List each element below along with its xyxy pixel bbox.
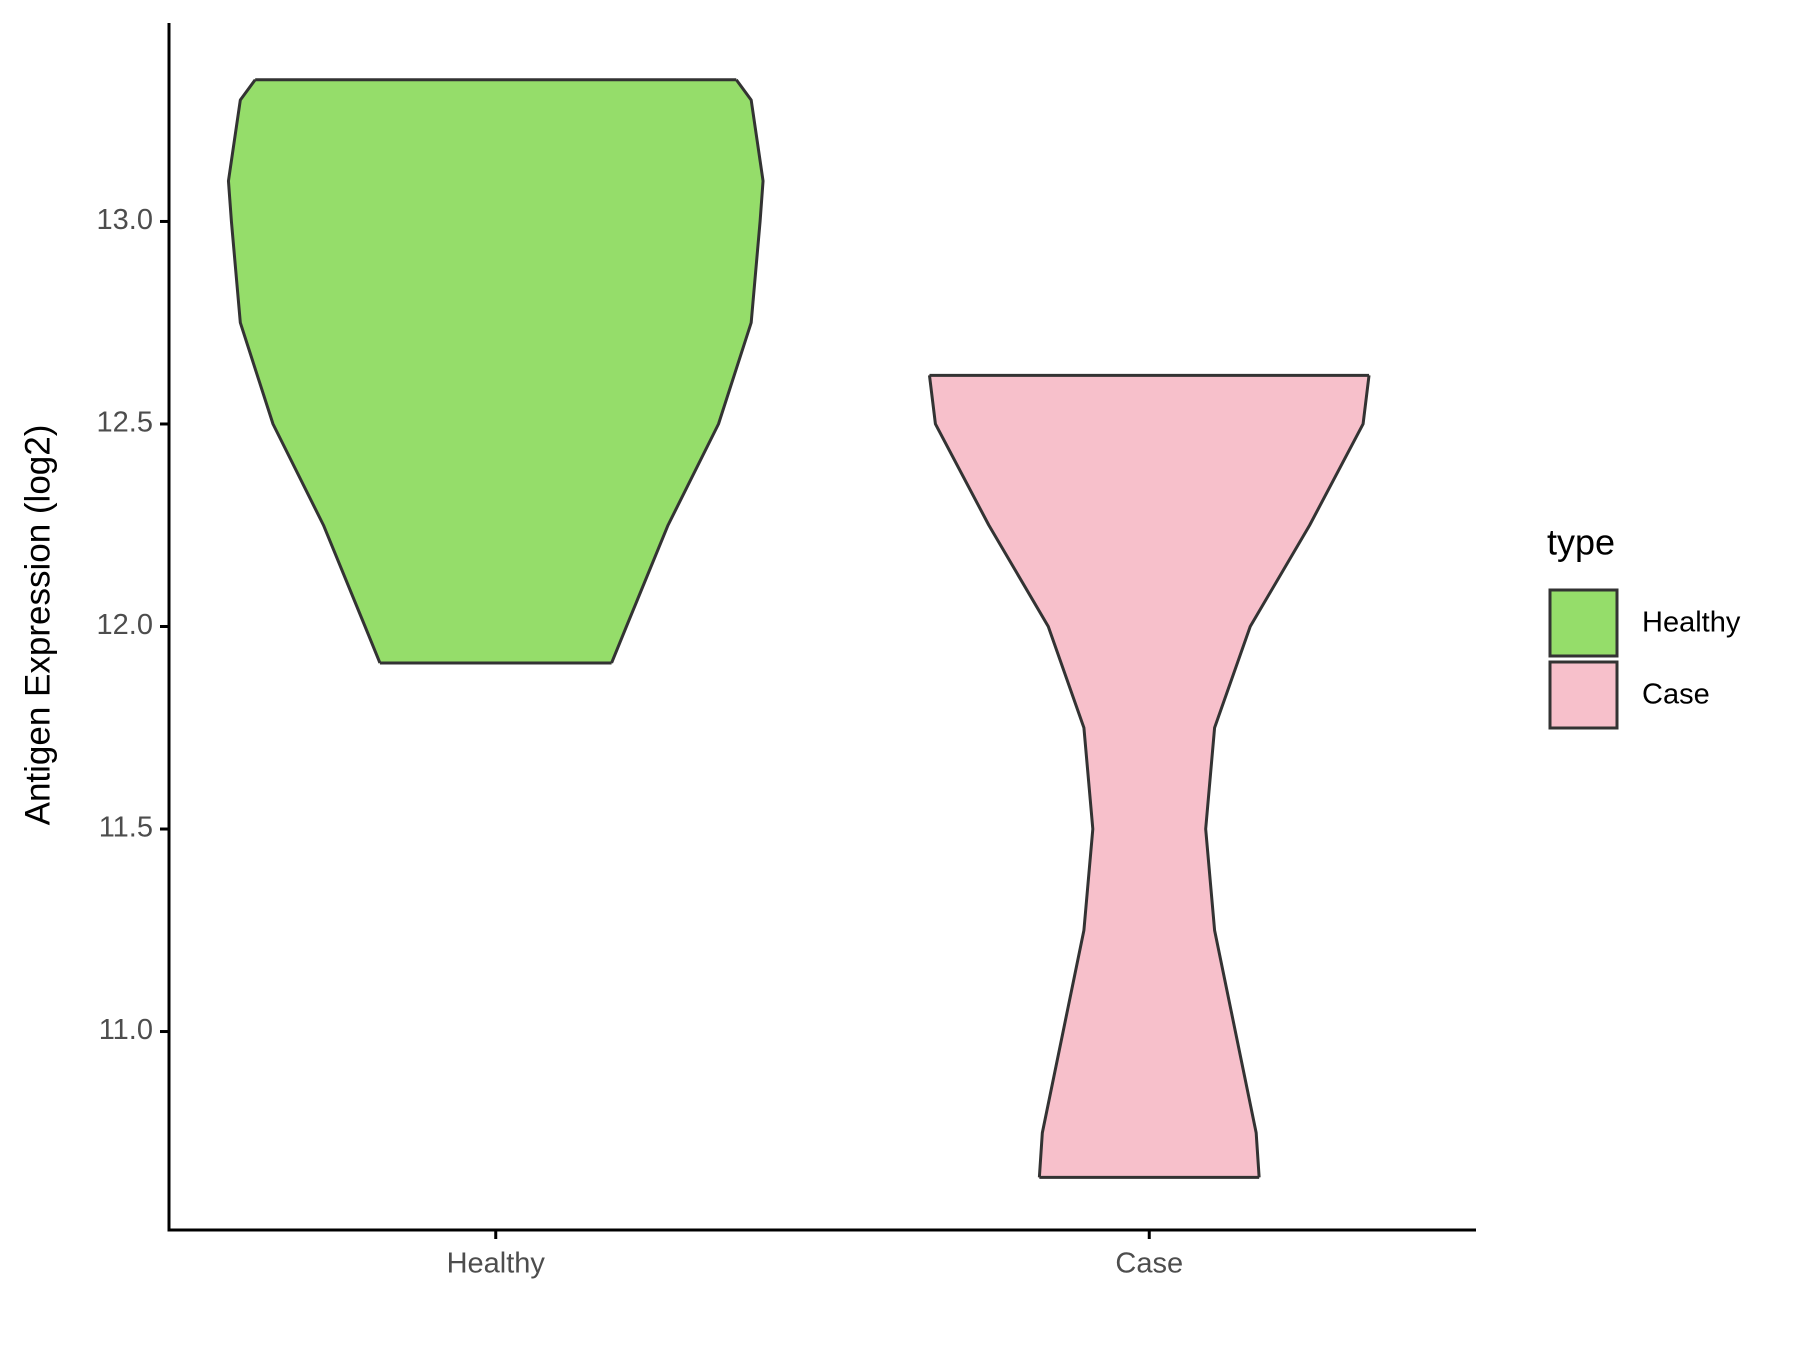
violin-right-fill <box>495 79 764 664</box>
violin-right-outline <box>610 78 765 664</box>
legend-title: type <box>1547 522 1615 563</box>
legend-key <box>1548 660 1619 730</box>
y-tick-label: 11.5 <box>99 812 153 844</box>
x-tick-label: Case <box>1115 1248 1183 1280</box>
legend-label: Healthy <box>1642 607 1741 639</box>
violin-right-outline <box>1204 375 1371 1178</box>
x-tick-label: Healthy <box>447 1248 546 1280</box>
violin-left-outline <box>927 375 1095 1178</box>
y-tick-label: 13.0 <box>97 204 153 236</box>
y-axis-title: Antigen Expression (log2) <box>18 425 57 826</box>
legend-key <box>1548 588 1619 658</box>
y-tick-label: 11.0 <box>99 1014 153 1046</box>
violin-right-fill <box>1148 374 1370 1178</box>
y-tick-label: 12.5 <box>97 407 153 439</box>
y-tick-label: 12.0 <box>97 609 153 641</box>
violin-left-outline <box>226 78 382 664</box>
violin-left-fill <box>928 374 1150 1178</box>
violin-left-fill <box>227 79 497 664</box>
legend-label: Case <box>1642 679 1710 711</box>
